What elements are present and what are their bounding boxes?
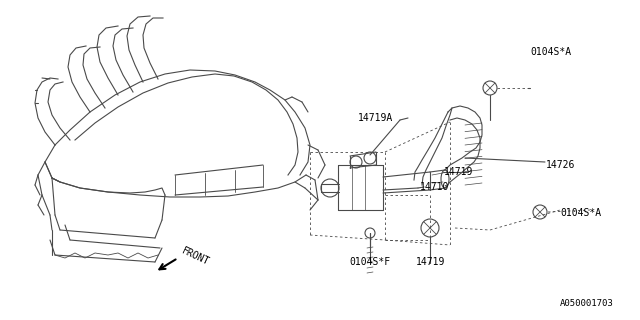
Text: 14719A: 14719A [358,113,393,123]
Text: A050001703: A050001703 [560,299,614,308]
Text: 14710: 14710 [420,182,449,192]
Text: 14719: 14719 [444,167,474,177]
Text: 14726: 14726 [546,160,575,170]
Text: 14719: 14719 [416,257,445,267]
Text: 0104S*F: 0104S*F [349,257,390,267]
Text: FRONT: FRONT [180,245,211,267]
Text: 0104S*A: 0104S*A [560,208,601,218]
Text: 0104S*A: 0104S*A [530,47,571,57]
